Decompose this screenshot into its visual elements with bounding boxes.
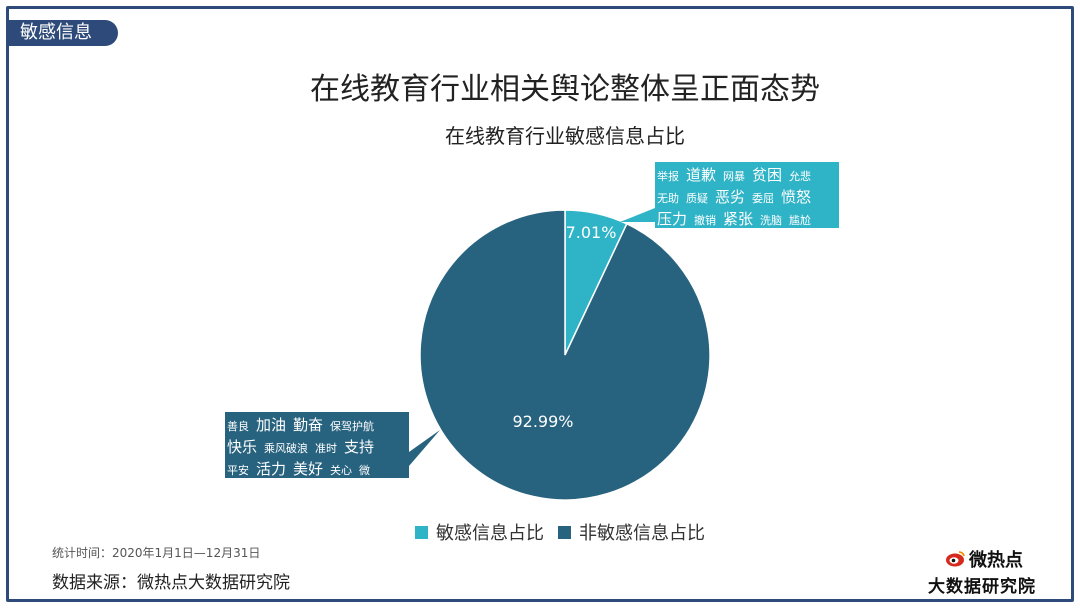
data-label-sensitive: 7.01% <box>566 223 617 242</box>
nonsensitive-word: 勤奋 <box>293 416 324 434</box>
logo-line1: 微热点 <box>969 550 1023 571</box>
sensitive-row: 无助 质疑 恶劣 委屈 愤怒 <box>657 186 837 208</box>
sensitive-word: 紧张 <box>723 210 754 228</box>
sensitive-word: 恶劣 <box>715 188 746 206</box>
nonsensitive-word: 关心 <box>330 464 353 477</box>
callout-nonsensitive <box>409 430 440 466</box>
sensitive-word: 质疑 <box>686 192 708 205</box>
legend-label-sensitive: 敏感信息占比 <box>436 523 544 544</box>
nonsensitive-row: 善良 加油 勤奋 保驾护航 <box>227 414 407 436</box>
weibo-eye-icon <box>946 551 965 567</box>
sensitive-word: 网暴 <box>723 170 746 183</box>
legend-item-sensitive: 敏感信息占比 <box>415 519 544 545</box>
nonsensitive-row: 平安 活力 美好 关心微 <box>227 458 407 480</box>
sensitive-word: 愤怒 <box>781 188 812 206</box>
sensitive-word: 无助 <box>657 192 679 205</box>
nonsensitive-word: 加油 <box>256 416 287 434</box>
sensitive-word-cloud: 举报 道歉 网暴 贫困 允悲 无助 质疑 恶劣 委屈 愤怒 压力 撤销 紧张 洗脑 尴尬 <box>655 162 839 228</box>
sensitive-word: 压力 <box>657 210 688 228</box>
nonsensitive-word: 微 <box>359 464 371 477</box>
logo-line2: 大数据研究院 <box>928 577 1036 597</box>
legend-swatch-nonsensitive <box>558 525 571 539</box>
data-source: 数据来源：微热点大数据研究院 <box>52 573 290 593</box>
nonsensitive-word: 善良 <box>227 420 249 433</box>
chart-legend: 敏感信息占比 非敏感信息占比 <box>415 520 705 544</box>
sensitive-word: 允悲 <box>789 170 812 183</box>
nonsensitive-word: 支持 <box>344 438 375 456</box>
chart-title: 在线教育行业敏感信息占比 <box>445 124 685 148</box>
nonsensitive-word: 活力 <box>256 460 287 478</box>
nonsensitive-word-cloud: 善良 加油 勤奋 保驾护航 快乐 乘风破浪 准时 支持 平安 活力 美好 关心微 <box>225 412 409 478</box>
pie-slice-nonsensitive <box>419 209 711 501</box>
sensitive-word: 尴尬 <box>789 214 812 227</box>
sensitive-word: 道歉 <box>686 166 717 184</box>
legend-item-nonsensitive: 非敏感信息占比 <box>558 519 705 545</box>
sensitive-row: 压力 撤销 紧张 洗脑 尴尬 <box>657 208 837 230</box>
sensitive-word: 举报 <box>657 170 679 183</box>
nonsensitive-word: 平安 <box>227 464 249 477</box>
sensitive-word: 委屈 <box>752 192 775 205</box>
nonsensitive-word: 美好 <box>293 460 324 478</box>
logo: 微热点 大数据研究院 <box>924 546 1044 597</box>
data-label-nonsensitive: 92.99% <box>512 412 573 431</box>
nonsensitive-word: 快乐 <box>227 438 258 456</box>
sensitive-word: 贫困 <box>752 166 783 184</box>
sensitive-word: 撤销 <box>694 214 717 227</box>
page-title: 在线教育行业相关舆论整体呈正面态势 <box>310 72 820 107</box>
callout-sensitive <box>620 208 655 222</box>
legend-swatch-sensitive <box>415 525 428 539</box>
section-tag: 敏感信息 <box>6 20 118 46</box>
nonsensitive-row: 快乐 乘风破浪 准时 支持 <box>227 436 407 458</box>
nonsensitive-word: 乘风破浪 <box>264 442 309 455</box>
legend-label-nonsensitive: 非敏感信息占比 <box>579 523 705 544</box>
stat-time-range: 统计时间：2020年1月1日—12月31日 <box>52 546 261 560</box>
slide-frame <box>6 6 1074 602</box>
sensitive-row: 举报 道歉 网暴 贫困 允悲 <box>657 164 837 186</box>
nonsensitive-word: 准时 <box>315 442 338 455</box>
nonsensitive-word: 保驾护航 <box>330 420 375 433</box>
sensitive-word: 洗脑 <box>760 214 783 227</box>
